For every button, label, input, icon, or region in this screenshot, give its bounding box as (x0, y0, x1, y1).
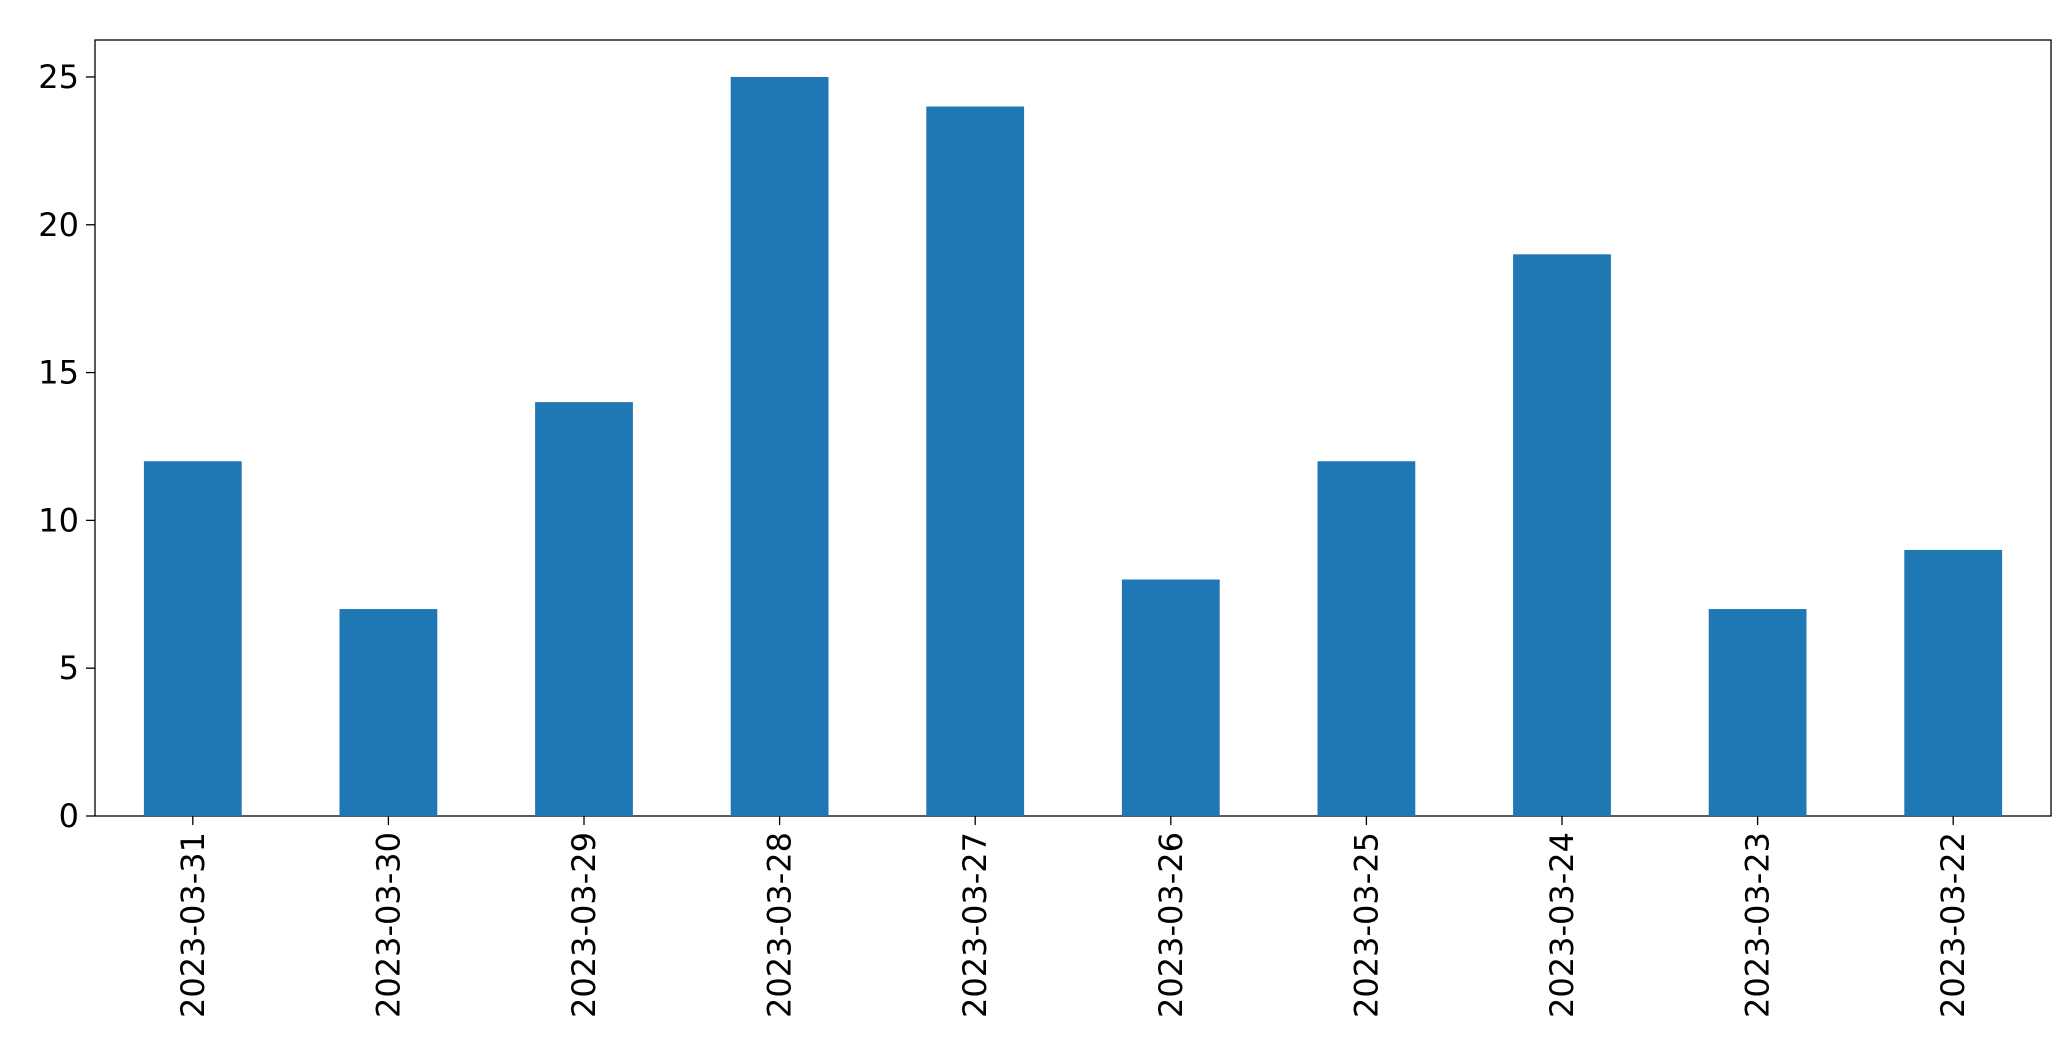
x-tick-label: 2023-03-23 (1739, 832, 1777, 1018)
x-tick-label: 2023-03-25 (1347, 832, 1385, 1018)
x-tick-label: 2023-03-29 (565, 832, 603, 1018)
bar (1708, 609, 1807, 816)
x-tick-label: 2023-03-27 (956, 832, 994, 1018)
bar (339, 609, 438, 816)
bar (1904, 549, 2003, 816)
bar (1317, 461, 1416, 816)
x-tick-label: 2023-03-24 (1543, 832, 1581, 1018)
y-tick-label: 5 (59, 649, 79, 687)
bar (730, 76, 829, 816)
bar (926, 106, 1025, 816)
x-tick-label: 2023-03-30 (369, 832, 407, 1018)
x-tick-label: 2023-03-28 (761, 832, 799, 1018)
x-tick-label: 2023-03-22 (1934, 832, 1972, 1018)
bar (1513, 254, 1611, 817)
plot-frame (94, 39, 2052, 817)
y-tick-label: 0 (59, 797, 79, 835)
bar (143, 461, 242, 816)
y-tick-label: 15 (38, 354, 79, 392)
y-tick-label: 25 (38, 58, 79, 96)
bar (535, 402, 633, 816)
bar (1121, 579, 1220, 816)
x-tick-label: 2023-03-31 (174, 832, 212, 1018)
y-tick-label: 10 (38, 501, 79, 539)
x-tick-label: 2023-03-26 (1152, 832, 1190, 1018)
y-tick-label: 20 (38, 206, 79, 244)
